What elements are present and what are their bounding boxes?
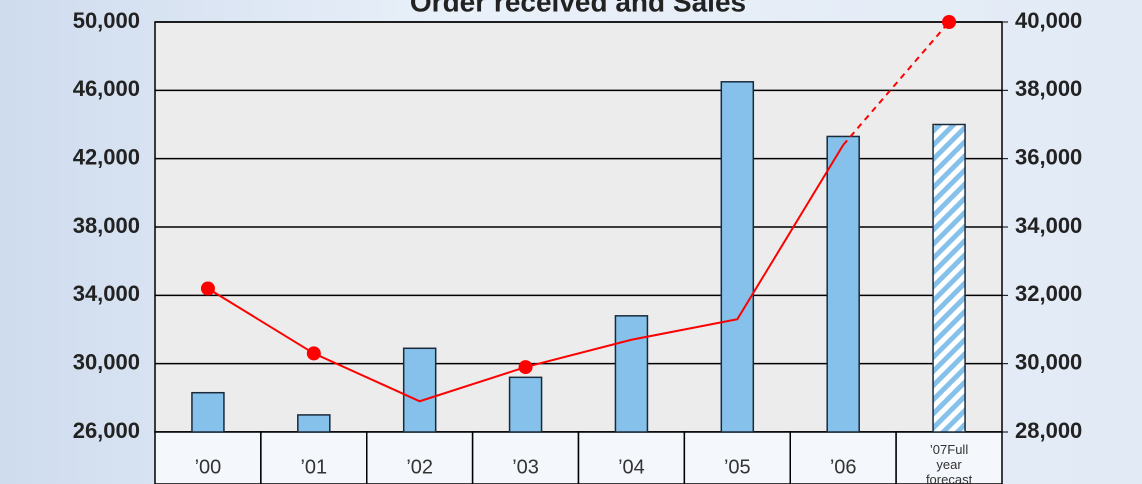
y2-tick-label: 30,000 bbox=[1015, 349, 1082, 374]
y2-tick-label: 32,000 bbox=[1015, 281, 1082, 306]
bar bbox=[297, 414, 331, 433]
y-tick-label: 26,000 bbox=[73, 418, 140, 443]
category-cell bbox=[471, 431, 580, 484]
bar bbox=[720, 81, 755, 433]
x-tick-label: ’00 bbox=[195, 456, 222, 478]
y-tick-label: 46,000 bbox=[73, 76, 140, 101]
bar bbox=[932, 123, 966, 433]
y2-tick-label: 28,000 bbox=[1015, 418, 1082, 443]
x-tick-label: ’06 bbox=[830, 456, 857, 478]
y2-tick-label: 34,000 bbox=[1015, 213, 1082, 238]
y2-tick-label: 36,000 bbox=[1015, 144, 1082, 169]
forecast-line bbox=[842, 21, 950, 146]
line-marker bbox=[200, 281, 215, 296]
chart-title: Order received and Sales bbox=[410, 0, 746, 17]
y-tick-label: 30,000 bbox=[73, 349, 140, 374]
category-cell bbox=[895, 431, 1003, 484]
x-tick-label: ’02 bbox=[406, 456, 433, 478]
x-tick-label-box: ’07Full year forecast bbox=[925, 442, 973, 484]
y-tick-label: 50,000 bbox=[73, 8, 140, 33]
x-tick-label: ’05 bbox=[724, 456, 751, 478]
category-cell bbox=[683, 431, 791, 484]
y2-tick-label: 40,000 bbox=[1015, 8, 1082, 33]
line-marker bbox=[306, 346, 321, 361]
bar bbox=[402, 347, 437, 433]
line-marker bbox=[942, 15, 957, 29]
y2-tick-label: 38,000 bbox=[1015, 76, 1082, 101]
y-tick-label: 34,000 bbox=[73, 281, 140, 306]
x-tick-label: ’04 bbox=[618, 456, 645, 478]
line-marker bbox=[518, 360, 533, 375]
x-tick-label: ’01 bbox=[300, 456, 327, 478]
x-tick-label: ’03 bbox=[512, 456, 539, 478]
bar bbox=[826, 135, 860, 433]
y-tick-label: 42,000 bbox=[73, 144, 140, 169]
y-tick-label: 38,000 bbox=[73, 213, 140, 238]
bar bbox=[614, 315, 649, 433]
bar bbox=[191, 391, 225, 433]
bar bbox=[508, 376, 543, 433]
x-tick-label: ’07Full year forecast bbox=[925, 442, 973, 484]
